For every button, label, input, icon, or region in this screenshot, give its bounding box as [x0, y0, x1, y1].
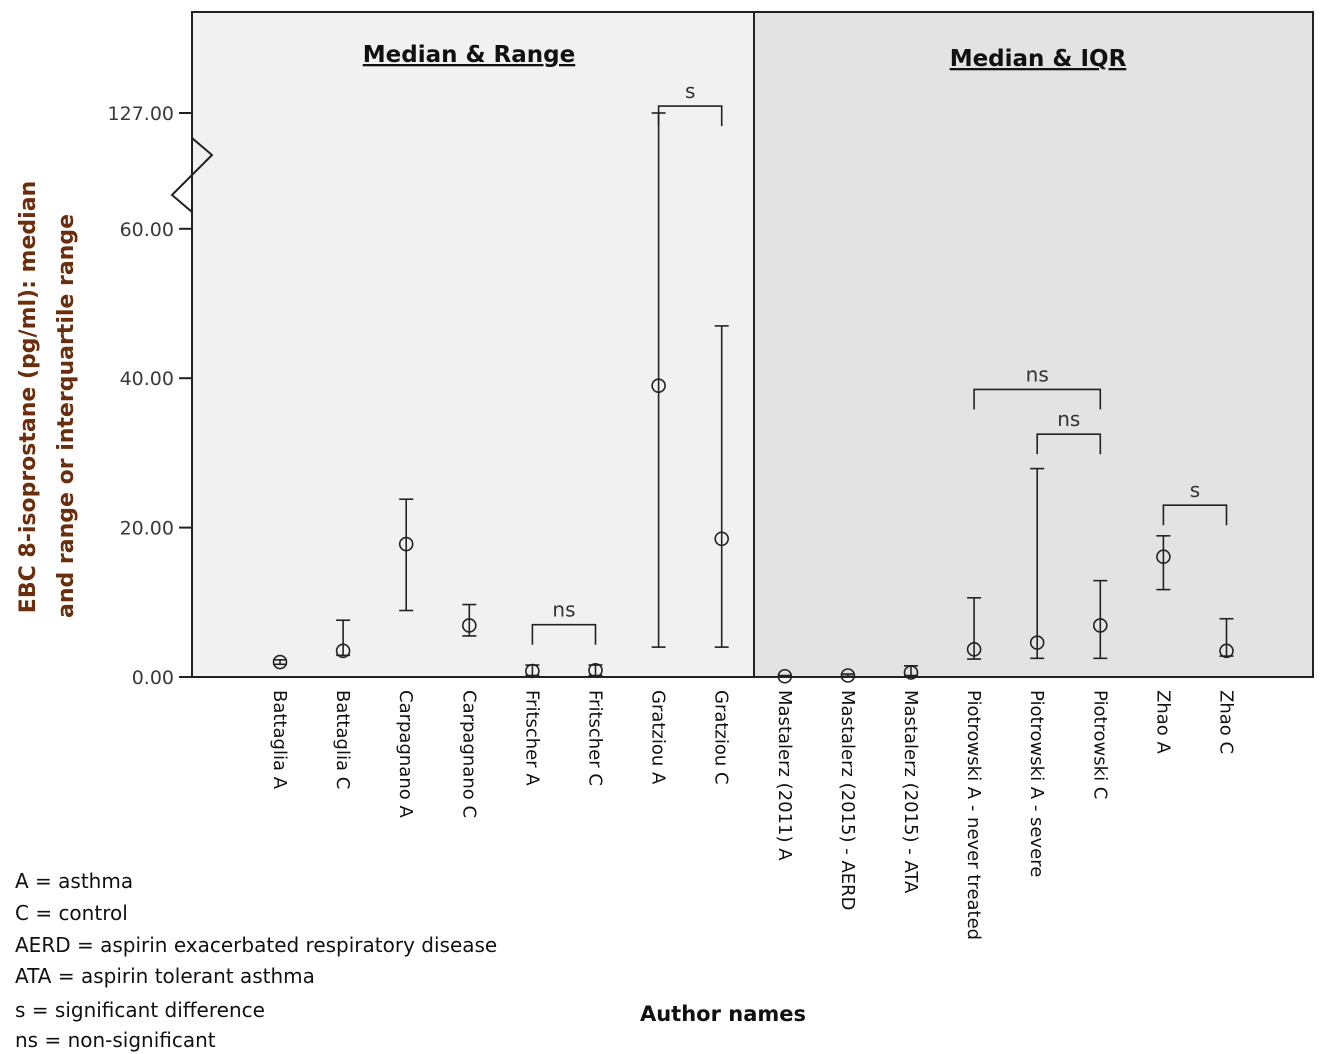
y-axis-title-line-2: and range or interquartile range: [54, 214, 79, 618]
x-tick-label: Gratziou A: [648, 690, 669, 785]
comparison-bracket: ns: [973, 362, 1102, 410]
x-tick-label: Battaglia A: [269, 690, 290, 790]
data-point-group: [525, 663, 540, 679]
median-marker: [461, 618, 477, 633]
bracket-line: [973, 388, 1102, 410]
y-axis-title-line-1: EBC 8-isoprostane (pg/ml): median: [16, 181, 41, 613]
median-marker: [714, 531, 730, 547]
data-point-group: [588, 662, 603, 678]
abbreviation-note: AERD = aspirin exacerbated respiratory d…: [15, 933, 497, 957]
x-tick-label: Gratziou C: [711, 690, 732, 785]
abbreviation-note: C = control: [15, 901, 128, 925]
significance-label: ns: [1057, 407, 1080, 431]
median-marker: [588, 662, 603, 678]
median-marker: [1029, 635, 1045, 650]
bracket-line: [1036, 433, 1102, 455]
y-tick-label: 0.00: [132, 667, 174, 689]
data-point-group: [714, 325, 730, 648]
data-point-group: [335, 619, 351, 659]
x-tick-label: Piotrowski A - severe: [1026, 690, 1047, 877]
median-marker: [1219, 643, 1234, 659]
data-point-group: [1029, 467, 1045, 660]
x-axis-category-labels: Battaglia A Battaglia C Carpagnano A Carpag…: [269, 690, 1237, 940]
x-tick-label: Mastalerz (2015) - ATA: [900, 690, 921, 894]
panel-median-iqr: [754, 12, 1313, 677]
median-marker: [1156, 549, 1171, 565]
x-tick-label: Mastalerz (2015) - AERD: [837, 690, 858, 911]
x-tick-label: Fritscher A: [521, 690, 542, 786]
comparison-bracket: s: [1162, 478, 1228, 526]
abbreviation-note: A = asthma: [15, 869, 133, 893]
panel-title-left: Median & Range: [363, 42, 575, 68]
median-marker: [777, 668, 793, 684]
abbreviation-notes: A = asthma C = control AERD = aspirin exac…: [15, 869, 497, 1052]
median-marker: [525, 663, 540, 679]
bracket-line: [1162, 504, 1228, 526]
significance-label: s: [685, 79, 695, 103]
x-tick-label: Carpagnano A: [395, 690, 416, 818]
median-marker: [651, 378, 666, 393]
data-point-group: [903, 664, 919, 680]
data-point-group: [398, 498, 414, 612]
x-tick-label: Zhao C: [1216, 690, 1237, 754]
x-tick-label: Piotrowski A - never treated: [963, 690, 984, 940]
median-marker: [903, 665, 919, 680]
median-marker: [840, 668, 856, 683]
panel-title-right: Median & IQR: [950, 46, 1127, 72]
data-point-group: [1156, 535, 1171, 591]
comparison-bracket: ns: [531, 598, 597, 645]
x-tick-label: Zhao A: [1152, 690, 1173, 755]
x-tick-label: Carpagnano C: [458, 690, 479, 818]
y-tick-label: 127.00: [108, 103, 174, 125]
x-tick-label: Piotrowski C: [1089, 690, 1110, 799]
data-point-group: [1219, 617, 1234, 659]
data-point-group: [1093, 579, 1108, 660]
abbreviation-note: s = significant difference: [15, 998, 265, 1022]
median-marker: [1093, 618, 1108, 633]
median-marker: [335, 643, 351, 659]
y-tick-label: 20.00: [120, 518, 174, 540]
data-point-group: [461, 603, 477, 637]
significance-label: ns: [1026, 362, 1049, 386]
panel-median-range: [192, 12, 754, 677]
error-bar-series: [272, 112, 1234, 684]
bracket-line: [531, 623, 597, 645]
median-marker: [272, 654, 288, 670]
data-point-group: [651, 112, 666, 648]
abbreviation-note: ns = non-significant: [15, 1028, 216, 1052]
comparison-bracket: ns: [1036, 407, 1102, 455]
data-point-group: [966, 597, 982, 660]
abbreviation-note: ATA = aspirin tolerant asthma: [15, 964, 315, 988]
y-tick-label: 40.00: [120, 368, 174, 390]
bracket-line: [657, 105, 723, 127]
comparison-bracket: s: [657, 79, 723, 127]
median-marker: [966, 642, 982, 657]
data-point-group: [840, 668, 856, 683]
x-tick-label: Mastalerz (2011) A: [774, 690, 795, 861]
x-axis-title: Author names: [640, 1002, 806, 1026]
y-tick-label: 60.00: [120, 219, 174, 241]
y-axis-ticks: 0.00 20.00 40.00 60.00 127.00: [108, 103, 192, 689]
x-tick-label: Fritscher C: [585, 690, 606, 786]
significance-label: s: [1190, 478, 1200, 502]
data-point-group: [777, 668, 793, 684]
data-point-group: [272, 654, 288, 670]
median-marker: [398, 536, 414, 552]
x-tick-label: Battaglia C: [332, 690, 353, 789]
y-axis-line: [170, 12, 214, 677]
significance-label: ns: [552, 598, 575, 622]
